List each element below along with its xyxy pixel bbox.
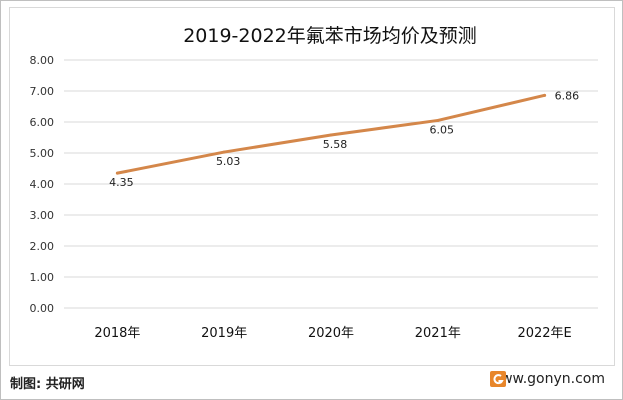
x-tick-label: 2019年 bbox=[201, 326, 247, 341]
data-label: 6.05 bbox=[430, 123, 455, 136]
chart-area bbox=[9, 7, 615, 366]
data-point bbox=[222, 150, 226, 154]
x-tick-label: 2021年 bbox=[415, 326, 461, 341]
data-point bbox=[115, 171, 119, 175]
gonyn-logo-icon bbox=[489, 371, 506, 387]
y-tick-label: 5.00 bbox=[30, 147, 55, 160]
site-link[interactable]: www.gonyn.com bbox=[489, 371, 605, 387]
y-tick-label: 0.00 bbox=[30, 302, 55, 315]
y-tick-label: 8.00 bbox=[30, 54, 55, 67]
data-point bbox=[329, 133, 333, 137]
x-tick-label: 2020年 bbox=[308, 326, 354, 341]
site-url: www.gonyn.com bbox=[489, 371, 605, 387]
data-point bbox=[543, 93, 547, 97]
data-label: 5.03 bbox=[216, 155, 241, 168]
data-label: 6.86 bbox=[555, 89, 580, 102]
y-tick-label: 6.00 bbox=[30, 116, 55, 129]
x-tick-label: 2018年 bbox=[94, 326, 140, 341]
chart-title: 2019-2022年氟苯市场均价及预测 bbox=[183, 25, 477, 47]
y-tick-label: 2.00 bbox=[30, 240, 55, 253]
x-tick-label: 2022年E bbox=[517, 326, 571, 341]
data-label: 4.35 bbox=[109, 176, 134, 189]
credit-text: 制图: 共研网 bbox=[10, 377, 85, 392]
data-label: 5.58 bbox=[323, 138, 348, 151]
y-tick-label: 3.00 bbox=[30, 209, 55, 222]
y-tick-label: 7.00 bbox=[30, 85, 55, 98]
data-point bbox=[436, 118, 440, 122]
y-tick-label: 4.00 bbox=[30, 178, 55, 191]
y-tick-label: 1.00 bbox=[30, 271, 55, 284]
